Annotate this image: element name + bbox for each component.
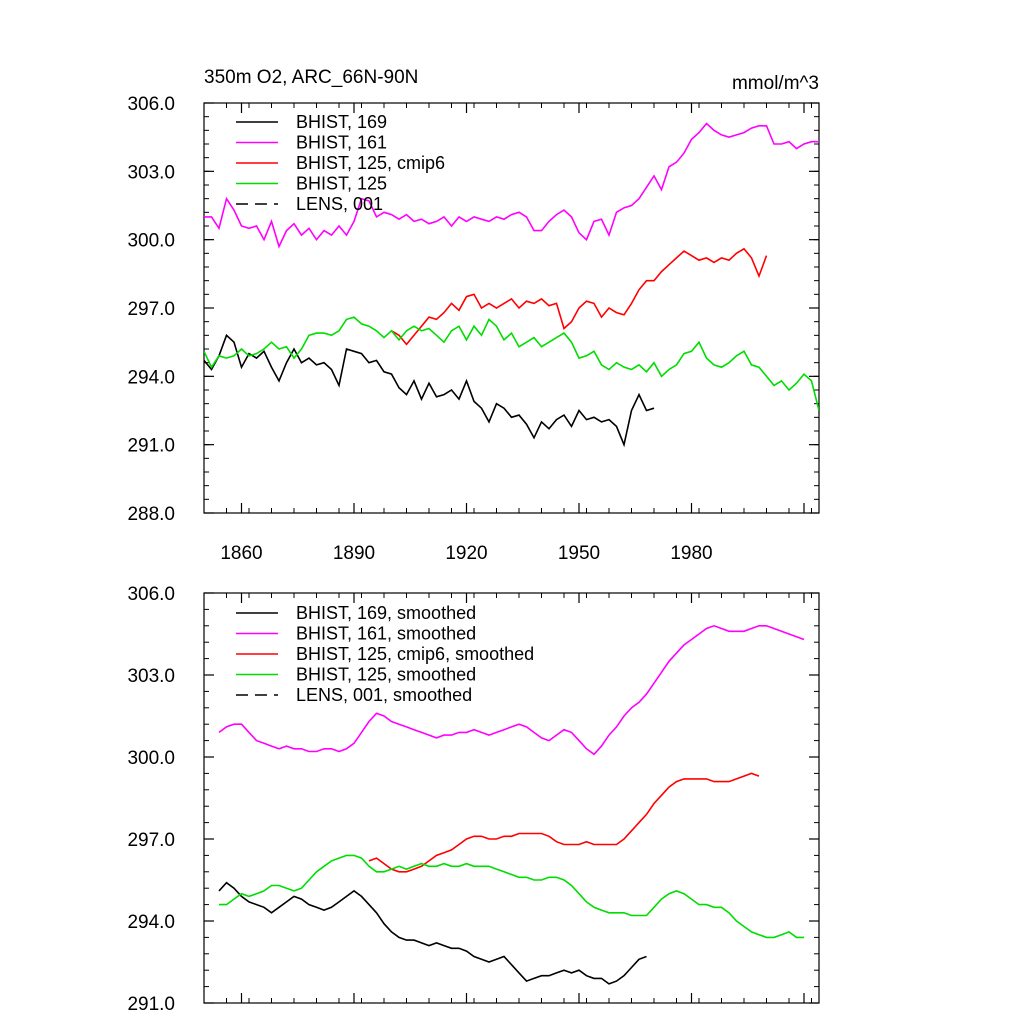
series-line: [204, 122, 819, 249]
y-tick-label: 297.0: [127, 830, 175, 851]
legend-label: BHIST, 169: [296, 112, 387, 132]
series-line: [368, 772, 760, 873]
series-line: [391, 247, 768, 346]
x-tick-label: 1890: [333, 543, 375, 564]
y-tick-label: 306.0: [127, 94, 175, 115]
y-tick-label: 300.0: [127, 231, 175, 252]
legend-label: LENS, 001: [296, 194, 383, 214]
series-line: [218, 881, 647, 985]
x-tick-label: 1920: [445, 543, 487, 564]
legend-label: BHIST, 125, cmip6, smoothed: [296, 644, 534, 664]
y-tick-label: 303.0: [127, 162, 175, 183]
units-label: mmol/m^3: [732, 73, 819, 94]
series-line: [219, 854, 804, 939]
x-tick-label: 1980: [670, 543, 712, 564]
y-tick-label: 291.0: [127, 436, 175, 457]
bottom-panel: 291.0 294.0 297.0 300.0 303.0 306.0 BHIST, 169…: [127, 584, 820, 1015]
legend-label: LENS, 001, smoothed: [296, 685, 472, 705]
series-line: [204, 316, 819, 411]
legend-label: BHIST, 125: [296, 174, 387, 194]
legend-label: BHIST, 169, smoothed: [296, 603, 476, 623]
y-tick-label: 300.0: [127, 748, 175, 769]
chart-title: 350m O2, ARC_66N-90N: [204, 67, 418, 88]
y-tick-label: 297.0: [127, 299, 175, 320]
x-tick-label: 1860: [220, 543, 262, 564]
y-tick-label: 306.0: [127, 584, 175, 605]
y-tick-label: 291.0: [127, 994, 175, 1015]
x-tick-label: 1950: [558, 543, 600, 564]
series-line: [218, 624, 805, 756]
legend-label: BHIST, 125, smoothed: [296, 665, 476, 685]
y-tick-label: 288.0: [127, 504, 175, 525]
y-tick-label: 294.0: [127, 367, 175, 388]
legend-label: BHIST, 161, smoothed: [296, 624, 476, 644]
plot-frame: [203, 592, 820, 1004]
series-line: [204, 333, 655, 448]
legend-label: BHIST, 125, cmip6: [296, 153, 445, 173]
y-tick-label: 303.0: [127, 666, 175, 687]
legend-label: BHIST, 161: [296, 133, 387, 153]
top-panel: 288.0 291.0 294.0 297.0 300.0 303.0 306.0 1860 1…: [127, 67, 820, 564]
y-tick-label: 294.0: [127, 912, 175, 933]
